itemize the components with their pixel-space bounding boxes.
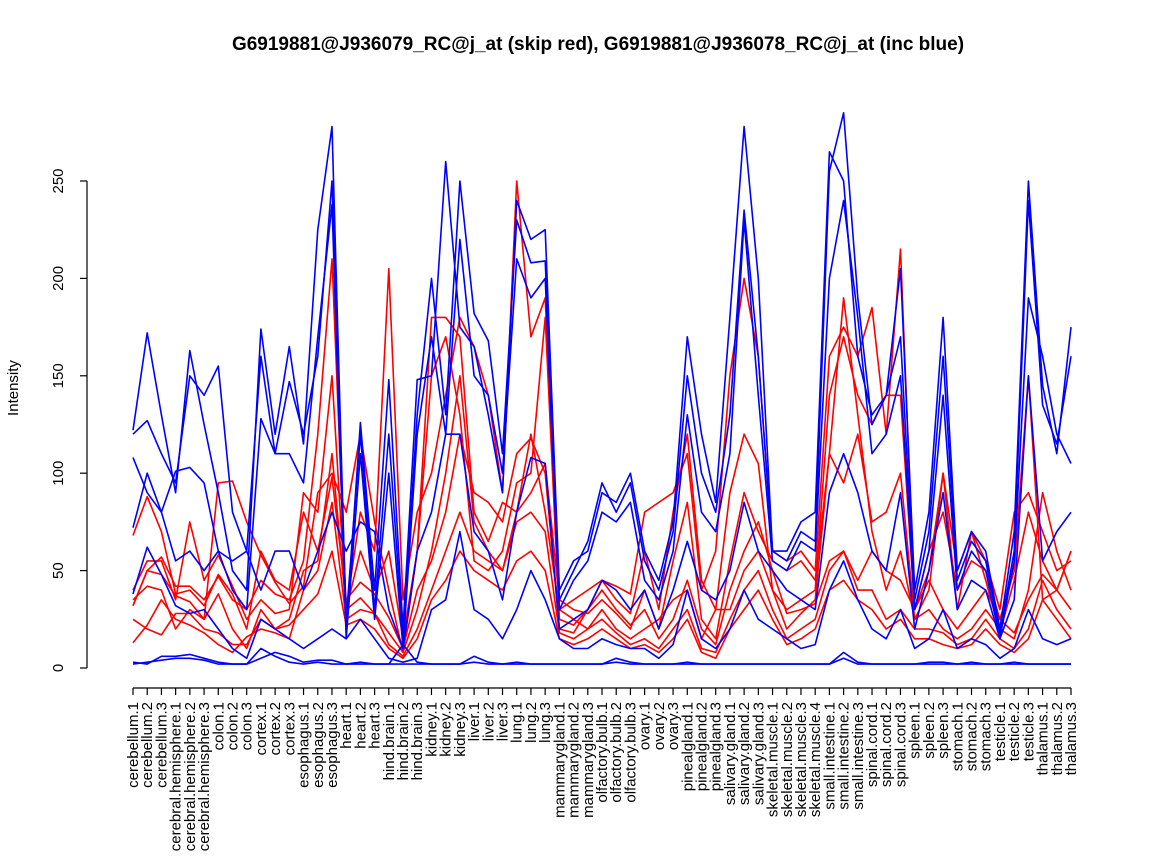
x-tick-label: skeletal.muscle.4 — [807, 702, 824, 817]
x-tick-label: hind.brain.3 — [409, 702, 426, 780]
x-tick-label: small.intestine.2 — [836, 702, 853, 810]
x-tick-label: cerebellum.3 — [153, 702, 170, 788]
series-group — [132, 112, 1072, 665]
x-tick-label: stomach.1 — [949, 702, 966, 771]
x-tick-label: ovary.3 — [665, 702, 682, 750]
chart-title: G6919881@J936079_RC@j_at (skip red), G69… — [232, 34, 964, 55]
x-tick-label: kidney.3 — [452, 702, 469, 757]
x-tick-label: cortex.2 — [267, 702, 284, 755]
x-tick-label: thalamus.3 — [1063, 702, 1080, 775]
x-tick-label: spinal.cord.1 — [864, 702, 881, 787]
x-tick-label: testicle.1 — [992, 702, 1009, 761]
y-tick-label: 150 — [50, 363, 67, 388]
x-axis: cerebellum.1cerebellum.2cerebellum.3cere… — [125, 687, 1080, 851]
x-tick-label: ovary.1 — [637, 702, 654, 750]
x-tick-label: cortex.1 — [253, 702, 270, 755]
x-tick-label: testicle.2 — [1006, 702, 1023, 761]
x-tick-label: spleen.2 — [921, 702, 938, 759]
x-tick-label: olfactory.bulb.2 — [608, 702, 625, 803]
skip-series-line — [132, 550, 1072, 660]
x-tick-label: pinealgland.2 — [693, 702, 710, 791]
x-tick-label: skeletal.muscle.1 — [765, 702, 782, 817]
y-axis: 0 50 100 150 200 250 — [50, 168, 88, 672]
x-tick-label: thalamus.1 — [1035, 702, 1052, 775]
x-tick-label: hind.brain.2 — [395, 702, 412, 780]
y-tick-label: 250 — [50, 168, 67, 193]
x-tick-label: kidney.2 — [438, 702, 455, 757]
inc-series-line — [132, 374, 1072, 650]
x-tick-label: cerebellum.1 — [125, 702, 142, 788]
y-tick-label: 0 — [50, 664, 67, 672]
x-tick-label: salivary.gland.3 — [750, 702, 767, 805]
x-tick-label: heart.3 — [367, 702, 384, 749]
x-tick-label: pinealgland.1 — [679, 702, 696, 791]
inc-series-line — [132, 199, 1072, 650]
x-tick-label: cortex.3 — [281, 702, 298, 755]
x-tick-label: testicle.3 — [1020, 702, 1037, 761]
x-tick-label: kidney.1 — [423, 702, 440, 757]
x-tick-label: thalamus.2 — [1049, 702, 1066, 775]
x-tick-label: esophagus.3 — [324, 702, 341, 788]
y-tick-label: 200 — [50, 266, 67, 291]
x-tick-label: liver.2 — [480, 702, 497, 741]
x-tick-label: liver.1 — [466, 702, 483, 741]
x-tick-label: mammarygland.1 — [551, 702, 568, 818]
x-tick-label: skeletal.muscle.2 — [779, 702, 796, 817]
x-tick-label: skeletal.muscle.3 — [793, 702, 810, 817]
x-tick-label: cerebral.hemisphere.3 — [196, 702, 213, 851]
y-tick-label: 100 — [50, 461, 67, 486]
x-tick-label: olfactory.bulb.1 — [594, 702, 611, 803]
x-tick-label: hind.brain.1 — [381, 702, 398, 780]
x-tick-label: liver.3 — [495, 702, 512, 741]
x-tick-label: spleen.1 — [907, 702, 924, 759]
x-tick-label: cerebellum.2 — [139, 702, 156, 788]
x-tick-label: salivary.gland.2 — [736, 702, 753, 805]
x-tick-label: mammarygland.3 — [580, 702, 597, 818]
x-tick-label: pinealgland.3 — [708, 702, 725, 791]
inc-series-line — [132, 647, 1071, 665]
x-tick-label: lung.3 — [537, 702, 554, 743]
x-tick-label: cerebral.hemisphere.1 — [168, 702, 185, 851]
x-tick-label: small.intestine.3 — [850, 702, 867, 810]
x-tick-label: esophagus.1 — [296, 702, 313, 788]
x-tick-label: lung.1 — [509, 702, 526, 743]
x-tick-label: esophagus.2 — [310, 702, 327, 788]
inc-series-line — [132, 643, 1071, 665]
x-tick-label: heart.2 — [352, 702, 369, 749]
x-tick-label: spinal.cord.2 — [878, 702, 895, 787]
y-axis-label: Intensity — [5, 360, 22, 416]
x-tick-label: stomach.3 — [978, 702, 995, 771]
x-tick-label: ovary.2 — [651, 702, 668, 750]
x-tick-label: stomach.2 — [964, 702, 981, 771]
inc-series-line — [132, 530, 1072, 664]
x-tick-label: colon.1 — [210, 702, 227, 750]
x-tick-label: colon.3 — [239, 702, 256, 750]
y-tick-label: 50 — [50, 562, 67, 579]
x-tick-label: lung.2 — [523, 702, 540, 743]
x-tick-label: spinal.cord.3 — [892, 702, 909, 787]
x-tick-label: olfactory.bulb.3 — [622, 702, 639, 803]
x-tick-label: cerebral.hemisphere.2 — [182, 702, 199, 851]
x-tick-label: spleen.3 — [935, 702, 952, 759]
x-tick-label: colon.2 — [224, 702, 241, 750]
x-tick-label: small.intestine.1 — [821, 702, 838, 810]
x-tick-label: salivary.gland.1 — [722, 702, 739, 805]
x-tick-label: heart.1 — [338, 702, 355, 749]
skip-series-line — [132, 316, 1072, 654]
x-tick-label: mammarygland.2 — [566, 702, 583, 818]
